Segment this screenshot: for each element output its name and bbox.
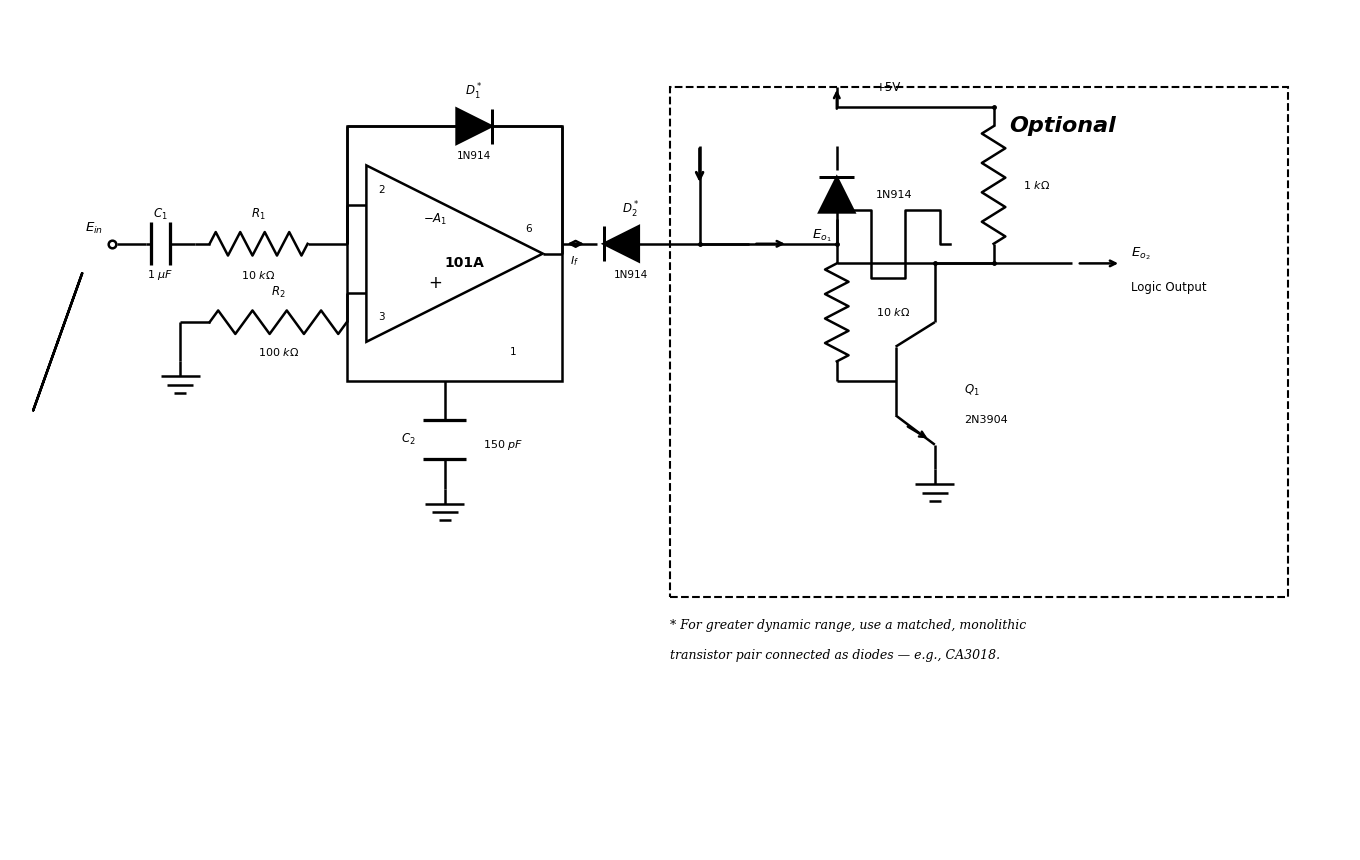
Text: +: + — [428, 274, 442, 292]
Text: $-A_1$: $-A_1$ — [423, 212, 447, 227]
Bar — [347, 126, 563, 381]
Text: +5V: +5V — [876, 81, 902, 94]
Text: * For greater dynamic range, use a matched, monolithic: * For greater dynamic range, use a match… — [670, 619, 1027, 632]
Text: $E_{in}$: $E_{in}$ — [84, 220, 103, 236]
Bar — [670, 87, 1288, 597]
Text: Optional: Optional — [1009, 116, 1115, 136]
Text: Logic Output: Logic Output — [1130, 281, 1206, 294]
Text: $I_f$: $I_f$ — [570, 255, 578, 268]
Text: $E_{o_2}$: $E_{o_2}$ — [1130, 245, 1151, 262]
Polygon shape — [457, 108, 492, 144]
Text: $Q_1$: $Q_1$ — [964, 384, 981, 398]
Text: 1N914: 1N914 — [876, 190, 913, 200]
Text: $D_1^*$: $D_1^*$ — [465, 82, 483, 102]
Text: 1: 1 — [510, 347, 517, 357]
Polygon shape — [366, 165, 543, 341]
Text: 2: 2 — [378, 185, 385, 195]
Text: 6: 6 — [525, 224, 532, 234]
Text: $150\ pF$: $150\ pF$ — [483, 438, 524, 452]
Text: 101A: 101A — [445, 256, 484, 270]
Text: $R_2$: $R_2$ — [271, 286, 286, 300]
Text: $1\ \mu F$: $1\ \mu F$ — [147, 268, 174, 282]
Text: $C_2$: $C_2$ — [401, 433, 415, 447]
Text: $D_2^*$: $D_2^*$ — [623, 200, 639, 219]
Text: $C_1$: $C_1$ — [154, 207, 167, 222]
Polygon shape — [604, 226, 639, 261]
Text: $10\ k\Omega$: $10\ k\Omega$ — [876, 306, 910, 318]
Text: transistor pair connected as diodes — e.g., CA3018.: transistor pair connected as diodes — e.… — [670, 649, 1001, 662]
Text: $100\ k\Omega$: $100\ k\Omega$ — [257, 346, 299, 358]
Text: $E_{o_1}$: $E_{o_1}$ — [812, 228, 832, 244]
Text: 1N914: 1N914 — [613, 270, 649, 280]
Polygon shape — [819, 177, 854, 212]
Text: $R_1$: $R_1$ — [252, 207, 267, 222]
Text: 3: 3 — [378, 312, 385, 322]
Text: $1\ k\Omega$: $1\ k\Omega$ — [1023, 179, 1050, 191]
Text: 1N914: 1N914 — [457, 150, 491, 161]
Text: 2N3904: 2N3904 — [964, 415, 1008, 425]
Text: $10\ k\Omega$: $10\ k\Omega$ — [242, 269, 276, 281]
